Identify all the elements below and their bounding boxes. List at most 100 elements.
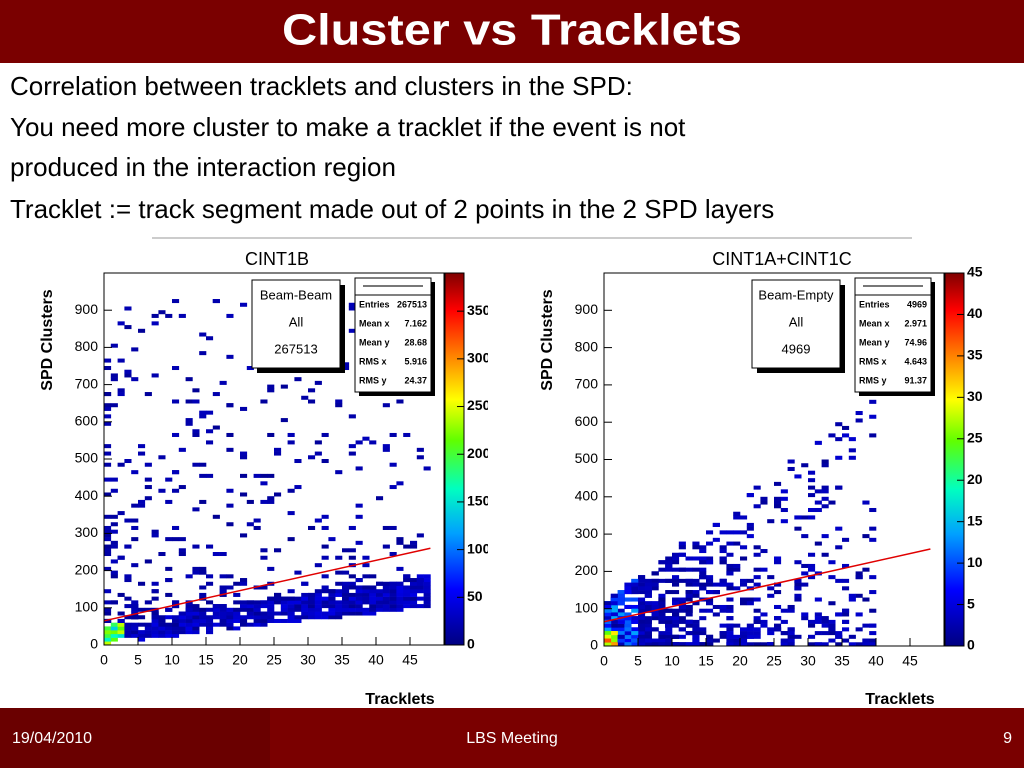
hist-cell bbox=[287, 600, 295, 605]
hist-cell bbox=[423, 585, 431, 590]
hist-cell bbox=[382, 604, 390, 609]
hist-cell bbox=[780, 631, 788, 636]
x-tick-label: 30 bbox=[800, 653, 816, 669]
hist-cell bbox=[212, 514, 220, 519]
hist-cell bbox=[396, 604, 404, 609]
hist-cell bbox=[808, 619, 816, 624]
hist-cell bbox=[246, 600, 254, 605]
hist-cell bbox=[692, 601, 700, 606]
hist-cell bbox=[828, 638, 836, 643]
stats-value: 5.916 bbox=[404, 356, 427, 366]
footer-page: 9 bbox=[1003, 730, 1012, 747]
hist-cell bbox=[301, 581, 309, 586]
hist-cell bbox=[172, 604, 180, 609]
y-tick-label: 800 bbox=[575, 338, 599, 354]
hist-cell bbox=[267, 607, 275, 612]
hist-cell bbox=[104, 641, 112, 646]
hist-cell bbox=[267, 611, 275, 616]
hist-cell bbox=[185, 377, 193, 382]
hist-cell bbox=[355, 604, 363, 609]
hist-cell bbox=[706, 556, 714, 561]
hist-cell bbox=[110, 373, 118, 378]
hist-cell bbox=[287, 589, 295, 594]
hist-cell bbox=[355, 503, 363, 508]
hist-cell bbox=[624, 627, 632, 632]
hist-cell bbox=[610, 627, 618, 632]
hist-cell bbox=[117, 321, 125, 326]
hist-cell bbox=[206, 336, 214, 341]
hist-cell bbox=[335, 589, 343, 594]
label-box-text: All bbox=[789, 314, 804, 329]
hist-cell bbox=[835, 634, 843, 639]
hist-cell bbox=[226, 403, 234, 408]
hist-cell bbox=[706, 601, 714, 606]
hist-cell bbox=[719, 578, 727, 583]
hist-cell bbox=[389, 592, 397, 597]
hist-cell bbox=[165, 607, 173, 612]
hist-cell bbox=[842, 608, 850, 613]
hist-cell bbox=[423, 581, 431, 586]
hist-cell bbox=[138, 499, 146, 504]
hist-cell bbox=[396, 581, 404, 586]
hist-cell bbox=[699, 575, 707, 580]
y-tick-label: 400 bbox=[575, 488, 599, 504]
hist-cell bbox=[726, 567, 734, 572]
hist-cell bbox=[644, 634, 652, 639]
hist-cell bbox=[267, 596, 275, 601]
hist-cell bbox=[287, 596, 295, 601]
hist-cell bbox=[416, 589, 424, 594]
hist-cell bbox=[369, 589, 377, 594]
hist-cell bbox=[604, 634, 612, 639]
hist-cell bbox=[219, 604, 227, 609]
hist-cell bbox=[726, 530, 734, 535]
hist-cell bbox=[280, 596, 288, 601]
hist-cell bbox=[165, 537, 173, 542]
hist-cell bbox=[172, 622, 180, 627]
hist-cell bbox=[389, 596, 397, 601]
hist-cell bbox=[774, 560, 782, 565]
hist-cell bbox=[869, 590, 877, 595]
hist-cell bbox=[624, 597, 632, 602]
hist-cell bbox=[267, 566, 275, 571]
hist-cell bbox=[644, 642, 652, 647]
hist-cell bbox=[855, 593, 863, 598]
hist-cell bbox=[644, 593, 652, 598]
hist-cell bbox=[821, 642, 829, 647]
hist-cell bbox=[672, 575, 680, 580]
hist-cell bbox=[321, 615, 329, 620]
hist-cell bbox=[610, 601, 618, 606]
hist-cell bbox=[131, 600, 139, 605]
hist-cell bbox=[185, 630, 193, 635]
hist-cell bbox=[151, 596, 159, 601]
hist-cell bbox=[835, 485, 843, 490]
hist-cell bbox=[389, 589, 397, 594]
y-tick-label: 100 bbox=[75, 599, 99, 615]
hist-cell bbox=[178, 537, 186, 542]
hist-cell bbox=[362, 611, 370, 616]
hist-cell bbox=[342, 362, 350, 367]
hist-cell bbox=[869, 623, 877, 628]
hist-cell bbox=[617, 638, 625, 643]
hist-cell bbox=[638, 616, 646, 621]
hist-cell bbox=[355, 578, 363, 583]
hist-cell bbox=[416, 604, 424, 609]
stats-name bbox=[363, 285, 423, 287]
hist-cell bbox=[185, 626, 193, 631]
hist-cell bbox=[665, 616, 673, 621]
hist-cell bbox=[172, 618, 180, 623]
hist-cell bbox=[260, 615, 268, 620]
hist-cell bbox=[240, 455, 248, 460]
hist-cell bbox=[287, 440, 295, 445]
hist-cell bbox=[151, 611, 159, 616]
hist-cell bbox=[821, 459, 829, 464]
hist-cell bbox=[787, 631, 795, 636]
hist-cell bbox=[869, 537, 877, 542]
hist-cell bbox=[362, 592, 370, 597]
hist-cell bbox=[314, 563, 322, 568]
hist-cell bbox=[362, 555, 370, 560]
hist-cell bbox=[842, 627, 850, 632]
hist-cell bbox=[104, 462, 112, 467]
hist-cell bbox=[780, 608, 788, 613]
hist-cell bbox=[678, 552, 686, 557]
x-tick-label: 15 bbox=[198, 652, 214, 668]
